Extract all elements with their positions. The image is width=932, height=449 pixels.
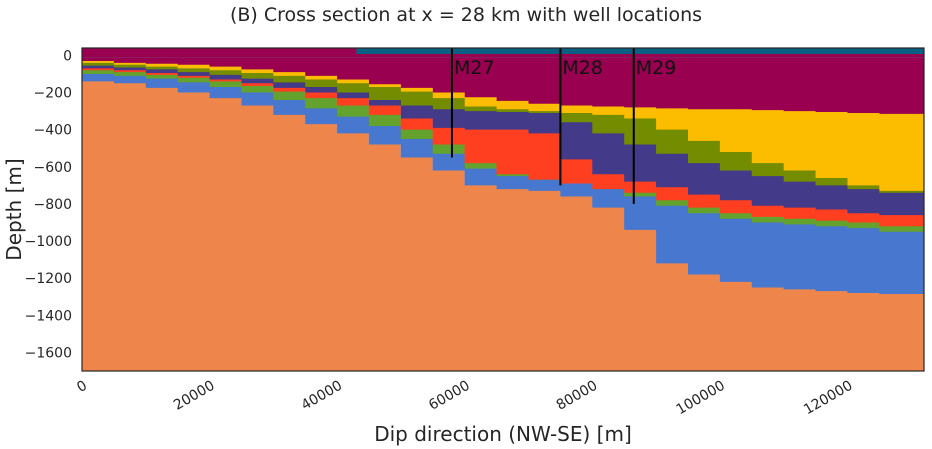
x-tick-label: 60000 [426,378,473,414]
layer-top-cap [356,48,925,54]
layer-9 [82,81,924,372]
x-axis-label: Dip direction (NW-SE) [m] [374,422,632,446]
well-label-m27: M27 [454,57,495,79]
y-tick-label: −1000 [25,234,72,250]
well-label-m29: M29 [636,57,677,79]
x-tick-label: 100000 [674,378,728,419]
y-tick-label: −600 [34,160,72,176]
y-tick-label: 0 [63,48,72,64]
well-label-m28: M28 [562,57,603,79]
x-tick-label: 0 [74,378,90,396]
y-axis-label: Depth [m] [2,158,26,260]
x-tick-label: 80000 [554,378,601,414]
geologic-layers [82,48,925,372]
y-tick-label: −1200 [25,271,72,287]
y-axis-ticks: 0 −200 −400 −600 −800 −1000 −1200 −1400 −1600 [25,48,72,361]
well-markers: M27 M28 M29 [450,48,677,204]
y-tick-label: −400 [34,123,72,139]
x-tick-label: 20000 [171,378,218,414]
plot-frame [81,47,925,372]
y-tick-label: −800 [34,197,72,213]
x-axis-ticks: 0 20000 40000 60000 80000 100000 120000 [74,378,855,419]
x-tick-label: 120000 [801,378,855,419]
x-tick-label: 40000 [299,378,346,414]
chart-title: (B) Cross section at x = 28 km with well… [229,4,703,26]
y-tick-label: −1400 [25,308,72,324]
y-tick-label: −200 [34,86,72,102]
y-tick-label: −1600 [25,345,72,361]
